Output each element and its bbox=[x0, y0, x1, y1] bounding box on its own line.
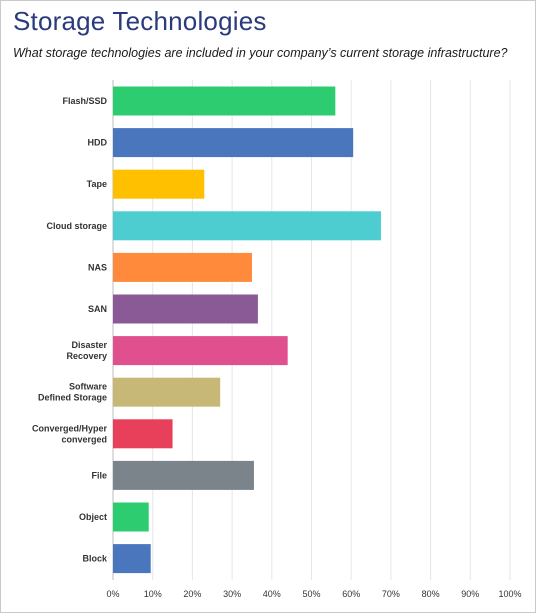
bar bbox=[113, 86, 336, 116]
x-tick-label: 20% bbox=[183, 589, 201, 599]
x-tick-label: 80% bbox=[422, 589, 440, 599]
bar bbox=[113, 419, 173, 449]
bar bbox=[113, 460, 254, 490]
bar bbox=[113, 502, 149, 532]
bar bbox=[113, 128, 354, 158]
category-label: File bbox=[91, 470, 107, 480]
x-tick-label: 40% bbox=[263, 589, 281, 599]
x-tick-label: 0% bbox=[106, 589, 119, 599]
chart-subtitle: What storage technologies are included i… bbox=[13, 46, 508, 60]
category-label: Recovery bbox=[66, 351, 107, 361]
category-label: Converged/Hyper bbox=[32, 423, 108, 433]
chart-title: Storage Technologies bbox=[13, 6, 267, 36]
bar bbox=[113, 252, 252, 282]
category-label: Software bbox=[69, 382, 107, 392]
category-label: Cloud storage bbox=[46, 221, 107, 231]
bar bbox=[113, 294, 258, 324]
x-tick-label: 50% bbox=[302, 589, 320, 599]
category-label: Block bbox=[82, 554, 108, 564]
x-tick-label: 30% bbox=[223, 589, 241, 599]
category-label: Object bbox=[79, 512, 107, 522]
category-label: SAN bbox=[88, 304, 107, 314]
category-label: Defined Storage bbox=[38, 393, 107, 403]
bar bbox=[113, 336, 288, 366]
x-tick-label: 10% bbox=[144, 589, 162, 599]
x-tick-label: 100% bbox=[498, 589, 521, 599]
category-label: Tape bbox=[87, 179, 107, 189]
bar bbox=[113, 211, 381, 241]
x-tick-label: 90% bbox=[461, 589, 479, 599]
category-label: NAS bbox=[88, 262, 107, 272]
x-tick-label: 70% bbox=[382, 589, 400, 599]
bar bbox=[113, 377, 221, 407]
bar bbox=[113, 169, 205, 199]
category-label: converged bbox=[61, 434, 107, 444]
bar bbox=[113, 544, 151, 574]
category-label: Flash/SSD bbox=[62, 96, 107, 106]
category-label: HDD bbox=[88, 138, 108, 148]
category-label: Disaster bbox=[71, 340, 107, 350]
x-tick-label: 60% bbox=[342, 589, 360, 599]
